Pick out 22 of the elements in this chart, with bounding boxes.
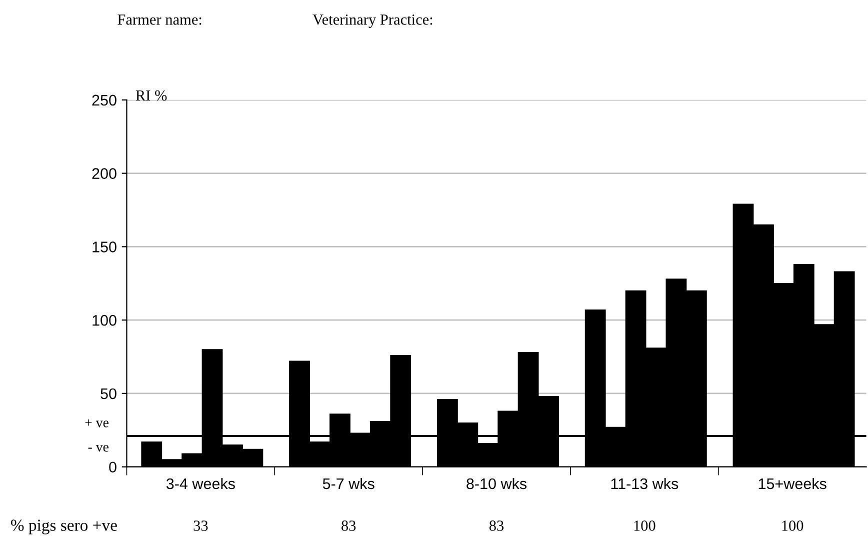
y-tick-label: 200 [92,168,116,179]
text: 100 [782,520,804,531]
y-tick-label: 150 [92,242,116,252]
text: % pigs sero +ve [10,520,117,534]
y-tick-label: 100 [92,314,116,326]
y-tick-label: 250 [92,94,116,106]
y-tick-label: 50 [100,388,116,400]
text: Veterinary Practice: [312,14,432,28]
x-tick-label: 15+weeks [758,478,826,490]
text: 83 [489,520,504,531]
x-tick-label: 3-4 weeks [166,478,235,490]
y-tick-label: 0 [109,462,116,473]
x-tick-label: 8-10 wks [466,478,527,490]
text: Farmer name: [118,14,202,25]
text: 83 [342,520,356,531]
y-axis-title: RI % [136,90,167,101]
x-tick-label: 11-13 wks [611,478,678,490]
text: 33 [194,520,208,531]
text: + ve [85,419,108,428]
x-tick-label: 5-7 wks [322,478,374,490]
text: 100 [634,520,656,531]
text: - ve [88,444,108,452]
